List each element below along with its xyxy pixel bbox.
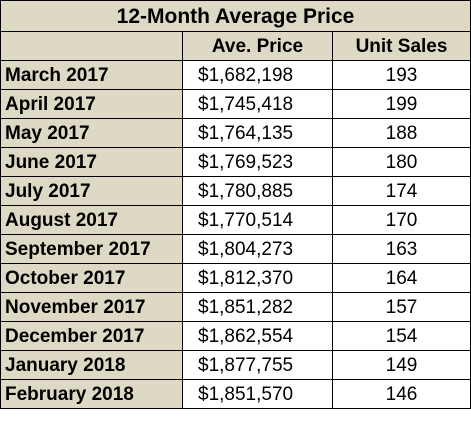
price-cell: $1,769,523 [182, 147, 333, 177]
sales-cell: 199 [332, 89, 471, 119]
month-cell: October 2017 [0, 263, 183, 293]
table-row: August 2017 $1,770,514 170 [0, 205, 471, 235]
price-cell: $1,877,755 [182, 350, 333, 380]
month-cell: August 2017 [0, 205, 183, 235]
column-header-sales: Unit Sales [332, 31, 471, 61]
month-cell: June 2017 [0, 147, 183, 177]
price-cell: $1,745,418 [182, 89, 333, 119]
table-row: February 2018 $1,851,570 146 [0, 379, 471, 409]
price-cell: $1,812,370 [182, 263, 333, 293]
column-header-price: Ave. Price [182, 31, 333, 61]
sales-cell: 193 [332, 60, 471, 90]
price-cell: $1,804,273 [182, 234, 333, 264]
table-row: June 2017 $1,769,523 180 [0, 147, 471, 177]
sales-cell: 149 [332, 350, 471, 380]
table-row: March 2017 $1,682,198 193 [0, 60, 471, 90]
price-cell: $1,862,554 [182, 321, 333, 351]
month-cell: January 2018 [0, 350, 183, 380]
sales-cell: 170 [332, 205, 471, 235]
table-title: 12-Month Average Price [0, 0, 471, 32]
table-title-row: 12-Month Average Price [0, 0, 471, 32]
table-row: September 2017 $1,804,273 163 [0, 234, 471, 264]
price-cell: $1,851,282 [182, 292, 333, 322]
sales-cell: 146 [332, 379, 471, 409]
table-body: March 2017 $1,682,198 193 April 2017 $1,745,… [0, 60, 471, 409]
month-cell: February 2018 [0, 379, 183, 409]
month-cell: April 2017 [0, 89, 183, 119]
month-cell: May 2017 [0, 118, 183, 148]
sales-cell: 180 [332, 147, 471, 177]
table-row: July 2017 $1,780,885 174 [0, 176, 471, 206]
table-row: October 2017 $1,812,370 164 [0, 263, 471, 293]
table-row: May 2017 $1,764,135 188 [0, 118, 471, 148]
sales-cell: 164 [332, 263, 471, 293]
price-cell: $1,682,198 [182, 60, 333, 90]
price-cell: $1,851,570 [182, 379, 333, 409]
table-row: January 2018 $1,877,755 149 [0, 350, 471, 380]
month-cell: September 2017 [0, 234, 183, 264]
sales-cell: 174 [332, 176, 471, 206]
month-cell: July 2017 [0, 176, 183, 206]
month-cell: November 2017 [0, 292, 183, 322]
table-row: April 2017 $1,745,418 199 [0, 89, 471, 119]
month-cell: March 2017 [0, 60, 183, 90]
sales-cell: 163 [332, 234, 471, 264]
price-cell: $1,764,135 [182, 118, 333, 148]
table-row: November 2017 $1,851,282 157 [0, 292, 471, 322]
price-cell: $1,770,514 [182, 205, 333, 235]
sales-cell: 188 [332, 118, 471, 148]
price-cell: $1,780,885 [182, 176, 333, 206]
average-price-table: 12-Month Average Price Ave. Price Unit S… [0, 0, 471, 409]
table-row: December 2017 $1,862,554 154 [0, 321, 471, 351]
sales-cell: 154 [332, 321, 471, 351]
sales-cell: 157 [332, 292, 471, 322]
column-header-row: Ave. Price Unit Sales [0, 31, 471, 61]
month-cell: December 2017 [0, 321, 183, 351]
column-header-month [0, 31, 183, 61]
